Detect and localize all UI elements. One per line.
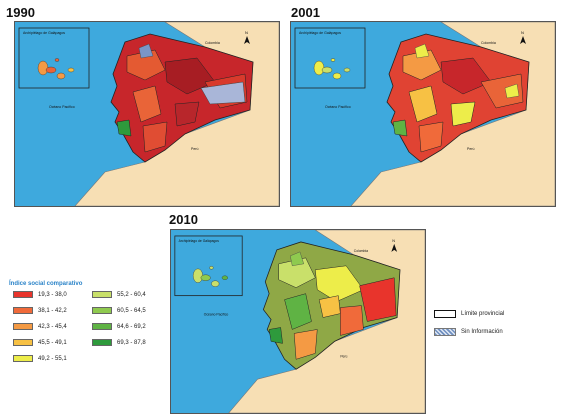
legend-item-2: 38,1 - 42,2 [13, 307, 67, 314]
legend-item-8: 64,6 - 69,2 [92, 323, 146, 330]
legend-label-9: 69,3 - 87,8 [117, 339, 146, 346]
legend-swatch-4 [13, 339, 33, 346]
legend-item-1: 19,3 - 38,0 [13, 291, 67, 298]
region-patches [392, 43, 524, 153]
legend-item-4: 45,5 - 49,1 [13, 339, 67, 346]
galapagos-label: Archipiélago de Galápagos [299, 31, 341, 35]
year-label-2001: 2001 [291, 5, 320, 20]
legend-item-3: 42,3 - 45,4 [13, 323, 67, 330]
galapagos-islands [313, 58, 351, 80]
legend-limite-provincial: Límite provincial [434, 310, 504, 318]
north-arrow: N [244, 30, 250, 44]
legend-limite-label: Límite provincial [461, 311, 505, 317]
legend-swatch-3 [13, 323, 33, 330]
year-label-1990: 1990 [6, 5, 35, 20]
legend-item-6: 55,2 - 60,4 [92, 291, 146, 298]
legend-swatch-7 [92, 307, 112, 314]
legend-label-6: 55,2 - 60,4 [117, 291, 146, 298]
galapagos-inset [174, 235, 243, 297]
legend-swatch-8 [92, 323, 112, 330]
map-2001-svg: Archipiélago de Galápagos Océano Pacífic… [294, 22, 555, 206]
legend-label-7: 60,5 - 64,5 [117, 307, 146, 314]
province-boundary-swatch [434, 310, 456, 318]
legend-sin-info-label: Sin Información [461, 329, 503, 335]
north-arrow: N [391, 238, 398, 252]
galapagos-islands [37, 58, 75, 80]
legend-label-4: 45,5 - 49,1 [38, 339, 67, 346]
svg-text:N: N [392, 238, 395, 243]
legend-swatch-1 [13, 291, 33, 298]
map-1990-svg: Archipiélago de Galápagos Océano Pacífic… [18, 22, 279, 206]
north-arrow: N [520, 30, 526, 44]
galapagos-inset [294, 27, 366, 89]
legend-item-5: 49,2 - 55,1 [13, 355, 67, 362]
peru-label: Perú [191, 147, 198, 151]
legend-swatch-9 [92, 339, 112, 346]
legend-item-7: 60,5 - 64,5 [92, 307, 146, 314]
colombia-label: Colombia [205, 41, 220, 45]
galapagos-label: Archipiélago de Galápagos [179, 239, 220, 243]
galapagos-label: Archipiélago de Galápagos [23, 31, 65, 35]
galapagos-inset [18, 27, 90, 89]
colombia-label: Colombia [354, 249, 368, 253]
colombia-label: Colombia [481, 41, 496, 45]
legend-label-2: 38,1 - 42,2 [38, 307, 67, 314]
map-2010: Archipiélago de Galápagos Océano Pacífic… [170, 229, 426, 414]
svg-text:N: N [521, 30, 524, 35]
map-2001: Archipiélago de Galápagos Océano Pacífic… [290, 21, 556, 207]
legend-sin-informacion: Sin Información [434, 328, 503, 336]
legend-label-3: 42,3 - 45,4 [38, 323, 67, 330]
region-patches [116, 43, 248, 153]
ocean-label: Océano Pacífico [325, 105, 351, 109]
legend-label-5: 49,2 - 55,1 [38, 355, 67, 362]
legend-swatch-6 [92, 291, 112, 298]
legend-swatch-5 [13, 355, 33, 362]
region-patches [268, 251, 397, 360]
year-label-2010: 2010 [169, 212, 198, 227]
ocean-label: Océano Pacífico [204, 312, 229, 316]
legend-title: Índice social comparativo [9, 281, 83, 287]
peru-label: Perú [340, 354, 347, 358]
peru-label: Perú [467, 147, 474, 151]
legend-label-8: 64,6 - 69,2 [117, 323, 146, 330]
galapagos-islands [192, 266, 228, 287]
ocean-label: Océano Pacífico [49, 105, 75, 109]
svg-text:N: N [245, 30, 248, 35]
legend-label-1: 19,3 - 38,0 [38, 291, 67, 298]
legend-swatch-2 [13, 307, 33, 314]
legend-item-9: 69,3 - 87,8 [92, 339, 146, 346]
map-1990: Archipiélago de Galápagos Océano Pacífic… [14, 21, 280, 207]
no-data-swatch [434, 328, 456, 336]
map-2010-svg: Archipiélago de Galápagos Océano Pacífic… [174, 230, 425, 413]
